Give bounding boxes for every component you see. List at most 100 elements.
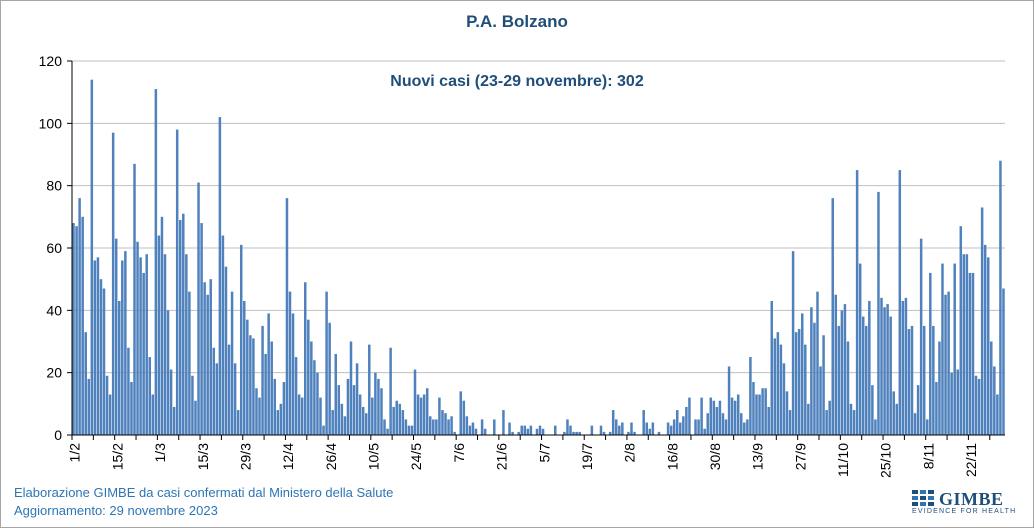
bar	[794, 332, 798, 435]
bar	[706, 413, 709, 435]
bar	[294, 357, 298, 435]
bar	[127, 347, 130, 435]
bar	[816, 291, 819, 435]
bar	[834, 294, 838, 435]
bar	[258, 397, 261, 435]
bar	[657, 431, 661, 435]
bar	[968, 272, 972, 435]
bar	[307, 319, 310, 435]
bar	[243, 300, 246, 435]
bar	[114, 238, 118, 435]
bar	[926, 419, 929, 435]
bar	[435, 419, 438, 435]
bar	[980, 207, 984, 435]
bar	[642, 410, 645, 435]
bar	[322, 425, 325, 435]
bar	[462, 400, 466, 435]
bar	[825, 410, 828, 435]
bar	[90, 79, 94, 435]
bar	[782, 363, 786, 435]
bar	[124, 251, 127, 435]
bar	[239, 244, 243, 435]
y-tick-label: 120	[39, 53, 63, 69]
bar	[755, 394, 758, 435]
bar	[361, 406, 365, 435]
bar	[395, 400, 398, 435]
bar	[752, 382, 755, 435]
bar	[535, 428, 539, 435]
bar	[828, 400, 831, 435]
bar	[459, 391, 462, 435]
bar	[608, 431, 612, 435]
bar	[465, 416, 469, 435]
bar	[709, 397, 713, 435]
bar	[724, 419, 728, 435]
x-tick-label: 22/11	[963, 443, 979, 477]
bar	[566, 419, 569, 435]
bar	[807, 403, 810, 435]
x-tick-label: 15/2	[109, 443, 125, 470]
bar	[898, 170, 902, 435]
bar	[197, 182, 200, 435]
bar	[136, 241, 139, 435]
bar	[304, 282, 307, 435]
bar	[953, 263, 956, 435]
bar	[483, 428, 487, 435]
bar	[343, 416, 347, 435]
bar	[224, 266, 228, 435]
y-tick-label: 60	[46, 240, 62, 256]
bar	[526, 428, 530, 435]
bar	[508, 422, 511, 435]
bar	[236, 410, 240, 435]
x-tick-label: 11/10	[835, 443, 851, 477]
bar	[892, 391, 895, 435]
bar	[602, 431, 606, 435]
x-tick-label: 16/8	[664, 443, 680, 470]
bar	[932, 325, 935, 435]
bar	[965, 254, 969, 435]
bar	[145, 254, 148, 435]
bar	[712, 400, 716, 435]
bar	[474, 428, 478, 435]
bar	[371, 397, 374, 435]
bar	[797, 329, 801, 435]
bar	[160, 216, 164, 435]
bar	[1002, 288, 1005, 435]
bar	[212, 347, 216, 435]
bar	[221, 235, 225, 435]
bar	[480, 419, 484, 435]
bar	[325, 291, 328, 435]
x-tick-label: 10/5	[366, 443, 382, 470]
gimbe-logo-icon	[912, 490, 934, 506]
bar	[416, 394, 420, 435]
x-tick-label: 5/7	[536, 443, 552, 463]
bar	[615, 419, 618, 435]
bar	[340, 403, 344, 435]
bar	[310, 341, 313, 435]
bar	[87, 378, 91, 435]
bar	[840, 310, 844, 435]
bar	[590, 425, 594, 435]
bar	[377, 378, 380, 435]
bar	[151, 394, 155, 435]
bar	[611, 410, 615, 435]
bar	[682, 416, 685, 435]
bar	[758, 394, 761, 435]
y-tick-label: 0	[54, 427, 62, 443]
x-tick-label: 7/6	[451, 443, 467, 463]
x-tick-labels: 1/2 15/2 1/3 15/3 29/3 12/4 26/4 10/5 24/5 7/6 21/…	[67, 443, 979, 478]
y-tick-label: 100	[39, 115, 63, 131]
bar	[819, 366, 822, 435]
bar	[471, 422, 475, 435]
bar	[331, 410, 334, 435]
bar	[276, 410, 280, 435]
bar	[108, 394, 112, 435]
bar	[364, 413, 368, 435]
gimbe-logo-tagline: EVIDENCE FOR HEALTH	[912, 508, 1017, 515]
bar	[846, 341, 850, 435]
bar	[288, 291, 292, 435]
bar	[413, 369, 417, 435]
bar	[855, 170, 859, 435]
bar	[139, 257, 142, 435]
x-tick-label: 15/3	[195, 443, 211, 470]
